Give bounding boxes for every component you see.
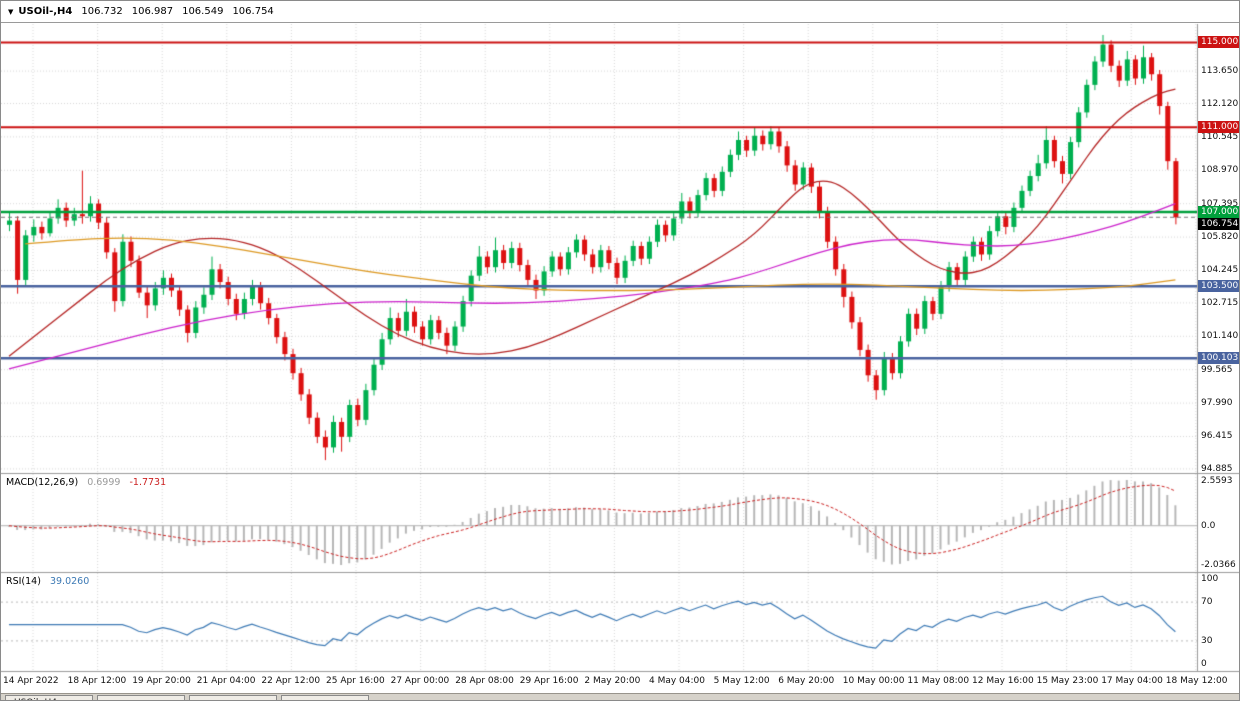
price-axis-label: 101.140 — [1201, 331, 1239, 342]
time-axis-label: 27 Apr 00:00 — [390, 676, 450, 686]
collapse-chart-icon[interactable]: ▼ — [8, 7, 14, 16]
level-price-tag: 107.000 — [1198, 206, 1239, 219]
time-axis-label: 22 Apr 12:00 — [261, 676, 321, 686]
time-axis-label: 6 May 20:00 — [778, 676, 835, 686]
price-axis-label: 108.970 — [1201, 165, 1239, 176]
time-axis-label: 21 Apr 04:00 — [196, 676, 256, 686]
ohlc-low-value: 106.549 — [182, 6, 224, 17]
price-axis-label: 94.885 — [1201, 463, 1233, 474]
time-axis-label: 28 Apr 08:00 — [455, 676, 514, 686]
chart-tab[interactable] — [189, 695, 277, 700]
level-price-tag: 111.000 — [1198, 121, 1239, 134]
price-axis-label: 113.650 — [1201, 66, 1239, 77]
price-axis-label: 99.565 — [1201, 364, 1233, 375]
ohlc-close-value: 106.754 — [232, 6, 274, 17]
chart-tab[interactable] — [281, 695, 369, 700]
rsi-name: RSI(14) — [6, 576, 41, 587]
rsi-indicator-label: RSI(14) 39.0260 — [6, 576, 89, 587]
chart-header-bar: ▼ USOil-,H4 106.732 106.987 106.549 106.… — [1, 1, 1239, 23]
time-axis-label: 2 May 20:00 — [584, 676, 641, 686]
price-axis-label: 102.715 — [1201, 297, 1239, 308]
macd-scale-label: 0.0 — [1201, 520, 1216, 531]
time-axis-label: 4 May 04:00 — [649, 676, 705, 686]
time-axis-label: 12 May 16:00 — [972, 676, 1034, 686]
level-price-tag: 115.000 — [1198, 36, 1239, 49]
rsi-scale-label: 100 — [1201, 574, 1219, 584]
time-axis-label: 5 May 12:00 — [713, 676, 770, 686]
time-axis-label: 25 Apr 16:00 — [326, 676, 385, 686]
price-axis-label: 96.415 — [1201, 431, 1233, 442]
price-axis-label: 110.545 — [1201, 131, 1239, 142]
macd-scale-label: 2.5593 — [1201, 476, 1233, 486]
current-price-tag: 106.754 — [1198, 218, 1239, 231]
ohlc-high-value: 106.987 — [131, 6, 174, 17]
rsi-scale-label: 70 — [1201, 597, 1213, 608]
chart-tab[interactable] — [97, 695, 185, 700]
chart-tabs-bar: USOil-,H4 — [1, 693, 1239, 700]
price-axis-label: 97.990 — [1201, 398, 1233, 409]
price-axis-label: 104.245 — [1201, 265, 1239, 276]
rsi-scale-label: 30 — [1201, 635, 1213, 646]
macd-main-value: 0.6999 — [87, 477, 121, 488]
level-price-tag: 103.500 — [1198, 280, 1239, 293]
macd-scale-label: -2.0366 — [1201, 560, 1236, 570]
time-axis-label: 18 Apr 12:00 — [67, 676, 127, 686]
time-axis-label: 10 May 00:00 — [842, 676, 905, 686]
time-axis-label: 17 May 04:00 — [1101, 676, 1163, 686]
time-axis-label: 11 May 08:00 — [907, 676, 970, 686]
time-axis-label: 15 May 23:00 — [1036, 676, 1099, 686]
symbol-timeframe-label: USOil-,H4 — [18, 6, 73, 17]
level-price-tag: 100.103 — [1198, 352, 1239, 365]
time-axis-label: 14 Apr 2022 — [3, 676, 59, 686]
macd-name: MACD(12,26,9) — [6, 477, 79, 488]
rsi-scale-label: 0 — [1201, 659, 1207, 669]
time-axis-label: 29 Apr 16:00 — [519, 676, 579, 686]
chart-tab[interactable]: USOil-,H4 — [5, 695, 93, 700]
ohlc-open-value: 106.732 — [81, 6, 123, 17]
price-axis-label: 107.395 — [1201, 198, 1239, 209]
macd-indicator-label: MACD(12,26,9) 0.6999 -1.7731 — [6, 477, 166, 488]
time-axis-label: 18 May 12:00 — [1165, 676, 1228, 686]
time-axis-label: 19 Apr 20:00 — [132, 676, 191, 686]
rsi-value: 39.0260 — [49, 576, 90, 587]
price-axis-label: 112.120 — [1201, 98, 1239, 109]
price-axis-label: 105.820 — [1201, 232, 1239, 243]
macd-signal-value: -1.7731 — [129, 477, 167, 488]
